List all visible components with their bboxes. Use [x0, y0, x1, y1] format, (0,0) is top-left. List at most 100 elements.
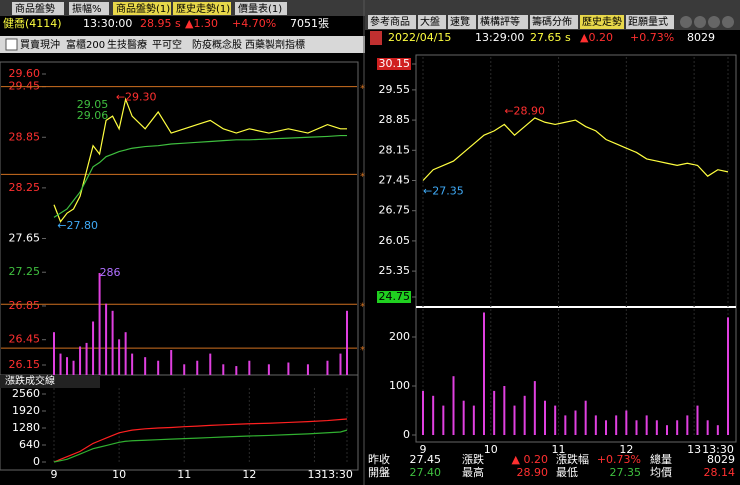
- x-tick-label: 11: [177, 468, 191, 481]
- nav-button[interactable]: [680, 16, 692, 28]
- volume-bar: [554, 405, 557, 435]
- volume-bar: [645, 415, 648, 435]
- volume-bar: [706, 420, 709, 435]
- quote-date: 2022/04/15: [388, 31, 451, 44]
- tag-bar: [0, 36, 365, 53]
- tab-label: 振幅%: [72, 2, 102, 15]
- volume-bar: [248, 360, 251, 375]
- tab-label: 距願量式: [628, 15, 668, 28]
- volume-bar: [432, 395, 435, 435]
- tab-label: 歷史走勢(1): [176, 2, 230, 15]
- y-tick-label: 27.65: [9, 231, 41, 244]
- y-tick-label: 26.45: [9, 333, 41, 346]
- tab-label: 速覽: [450, 15, 470, 28]
- volume-bar: [513, 405, 516, 435]
- tab[interactable]: [368, 15, 416, 29]
- volume-bar: [503, 386, 506, 435]
- reference-marker: *: [360, 84, 365, 95]
- volume-bar: [66, 357, 69, 375]
- volume-bar: [170, 350, 173, 375]
- annotation: ←27.80: [57, 219, 98, 232]
- y-tick-label: 29.60: [9, 67, 41, 80]
- annotation: ←29.30: [116, 91, 157, 104]
- limit-down-bg: [377, 291, 411, 303]
- nav-button[interactable]: [722, 16, 734, 28]
- x-tick-label: 12: [619, 443, 633, 456]
- price-line: [53, 134, 347, 218]
- volume-bar: [72, 360, 75, 375]
- tab[interactable]: [626, 15, 674, 29]
- y-tick-label: 26.05: [379, 234, 411, 247]
- x-tick-label: 10: [112, 468, 126, 481]
- x-tick-label: 13:30: [321, 468, 353, 481]
- tab[interactable]: [113, 2, 171, 15]
- tag-label: 防疫概念股: [192, 38, 242, 51]
- y-tick-label: 26.85: [9, 299, 41, 312]
- annotation: 29.06: [77, 109, 109, 122]
- volume-bar: [727, 317, 729, 435]
- tab-label: 大盤: [420, 15, 440, 28]
- y-tick-label: 28.25: [9, 181, 41, 194]
- volume-bar: [564, 415, 567, 435]
- x-tick-label: 13: [687, 443, 701, 456]
- tab[interactable]: [12, 2, 64, 15]
- calendar-icon[interactable]: [370, 31, 382, 45]
- y-tick-label: 29.55: [379, 83, 411, 96]
- volume-bar: [655, 420, 658, 435]
- x-tick-label: 9: [420, 443, 427, 456]
- volume-bar: [124, 332, 127, 375]
- volume-bar: [183, 364, 186, 375]
- volume-bar: [584, 400, 587, 435]
- y-tick-label: 1920: [12, 404, 40, 417]
- volume-bar: [422, 390, 424, 435]
- tab-label: 籌碼分佈: [532, 15, 572, 28]
- quote-volume: 7051張: [290, 17, 329, 30]
- reference-marker: *: [360, 171, 365, 182]
- quote-value: 8029: [707, 453, 735, 466]
- tab[interactable]: [173, 2, 231, 15]
- annotation: 286: [100, 266, 121, 279]
- quote-value: ▲ 0.20: [512, 453, 548, 466]
- tag-label: 西藥製劑指標: [245, 38, 305, 51]
- quote-time: 13:29:00: [475, 31, 524, 44]
- quote-value: +0.73%: [597, 453, 641, 466]
- tag-label: 生技醫療: [107, 38, 147, 51]
- quote-value: 28.90: [517, 466, 549, 479]
- stock-name: 健喬(4114): [3, 16, 62, 30]
- volume-bar: [157, 360, 160, 375]
- volume-bar: [92, 321, 95, 375]
- annotation: 29.05: [77, 98, 109, 111]
- tab-label: 歷史走勢: [582, 15, 622, 28]
- volume-bar: [267, 364, 270, 375]
- volume-bar: [53, 332, 55, 375]
- tab[interactable]: [448, 15, 476, 29]
- volume-bar: [105, 303, 108, 375]
- x-tick-label: 11: [552, 443, 566, 456]
- quote-change: ▲1.30: [185, 17, 218, 30]
- quote-pct: +0.73%: [630, 31, 674, 44]
- y-tick-label: 0: [33, 455, 40, 468]
- reference-marker: *: [360, 301, 365, 312]
- y-tick-label: 26.15: [9, 358, 41, 371]
- tab[interactable]: [530, 15, 578, 29]
- volume-bar: [339, 353, 342, 375]
- y-tick-label: 200: [389, 330, 410, 343]
- tab[interactable]: [580, 15, 624, 29]
- quote-label: 漲跌幅: [556, 452, 589, 466]
- tab[interactable]: [69, 2, 109, 15]
- nav-button[interactable]: [708, 16, 720, 28]
- sub-title-bg: [0, 375, 100, 388]
- volume-bar: [666, 425, 668, 435]
- volume-bar: [483, 312, 485, 435]
- volume-bar: [306, 364, 309, 375]
- tab[interactable]: [418, 15, 446, 29]
- checkbox[interactable]: [5, 38, 18, 51]
- nav-button[interactable]: [694, 16, 706, 28]
- quote-pct: +4.70%: [232, 17, 276, 30]
- tab[interactable]: [478, 15, 528, 29]
- quote-label: 最高: [462, 465, 484, 479]
- tab[interactable]: [235, 2, 287, 15]
- volume-bar: [533, 381, 536, 435]
